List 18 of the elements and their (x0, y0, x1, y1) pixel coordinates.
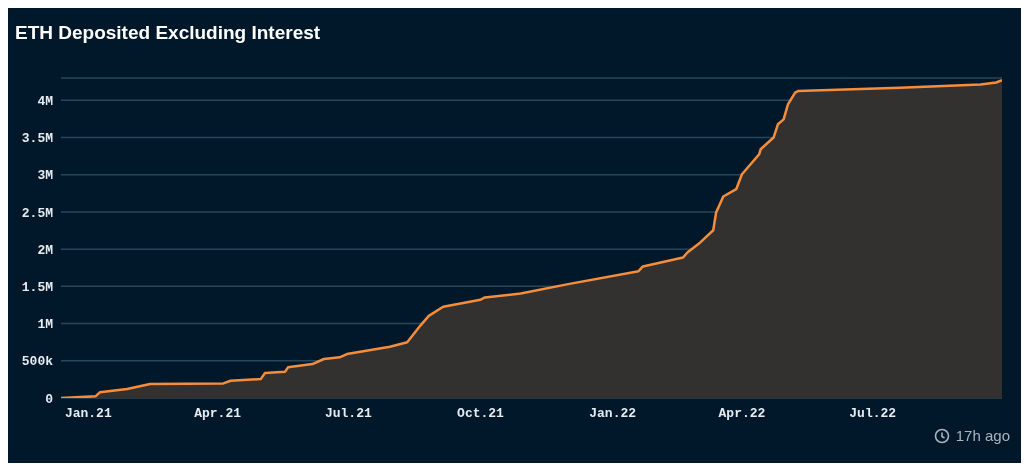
text: 17h ago (955, 427, 1010, 444)
y-tick-label: 2.5M (21, 205, 54, 221)
x-tick-label: Jul.21 (324, 406, 372, 422)
x-tick-label: Jan.22 (589, 406, 637, 422)
y-tick-label: 500k (21, 354, 54, 370)
y-tick-label: 3.5M (21, 131, 54, 147)
chart-title: ETH Deposited Excluding Interest (15, 22, 321, 44)
y-tick-label: 1.5M (21, 279, 54, 295)
y-tick-label: 1M (37, 317, 54, 333)
x-tick-label: Jul.22 (849, 406, 897, 422)
y-tick-label: 4M (37, 93, 54, 109)
x-tick-label: Apr.21 (194, 406, 242, 422)
x-tick-label: Apr.22 (718, 406, 766, 422)
y-tick-label: 3M (37, 168, 54, 184)
x-tick-label: Oct.21 (457, 406, 505, 422)
y-tick-label: 0 (45, 391, 54, 407)
x-tick-label: Jan.21 (64, 406, 112, 422)
y-tick-label: 2M (37, 242, 54, 258)
